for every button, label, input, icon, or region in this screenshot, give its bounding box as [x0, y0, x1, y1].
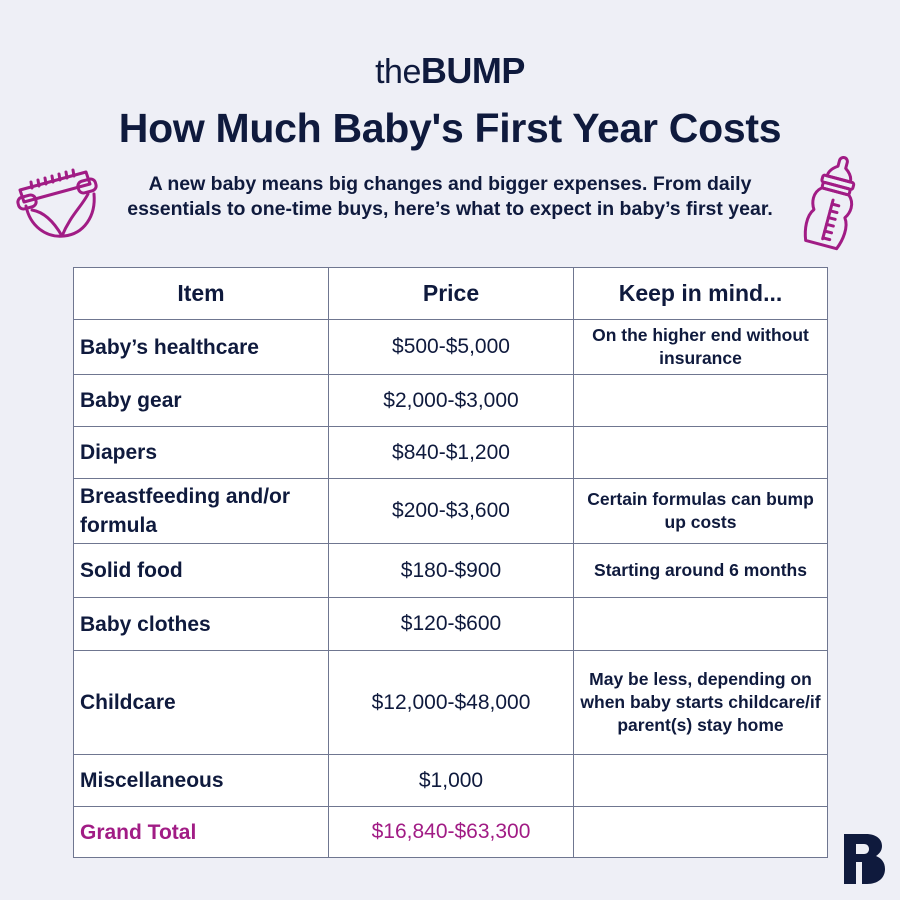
row-item: Baby’s healthcare — [73, 319, 329, 375]
table-row: Baby gear $2,000-$3,000 — [73, 374, 828, 427]
row-item: Solid food — [73, 543, 329, 598]
logo-main: BUMP — [420, 50, 526, 91]
row-note — [573, 754, 828, 807]
row-item: Diapers — [73, 426, 329, 479]
grand-total-row: Grand Total $16,840-$63,300 — [73, 806, 828, 858]
row-note: May be less, depending on when baby star… — [573, 650, 828, 755]
thebump-logo: theBUMP — [0, 50, 900, 92]
total-label: Grand Total — [73, 806, 329, 858]
row-price: $2,000-$3,000 — [328, 374, 574, 427]
row-note: On the higher end without insurance — [573, 319, 828, 375]
row-item: Childcare — [73, 650, 329, 755]
table-row: Breastfeeding and/or formula $200-$3,600… — [73, 478, 828, 544]
row-price: $120-$600 — [328, 597, 574, 651]
page-title: How Much Baby's First Year Costs — [118, 105, 782, 151]
row-price: $840-$1,200 — [328, 426, 574, 479]
table-row: Diapers $840-$1,200 — [73, 426, 828, 479]
row-note: Certain formulas can bump up costs — [573, 478, 828, 544]
table-row: Baby’s healthcare $500-$5,000 On the hig… — [73, 319, 828, 375]
table-row: Miscellaneous $1,000 — [73, 754, 828, 807]
row-item: Miscellaneous — [73, 754, 329, 807]
table-row: Solid food $180-$900 Starting around 6 m… — [73, 543, 828, 598]
row-note: Starting around 6 months — [573, 543, 828, 598]
row-note — [573, 597, 828, 651]
diaper-icon — [16, 168, 98, 238]
total-note — [573, 806, 828, 858]
row-item: Baby clothes — [73, 597, 329, 651]
table-row: Baby clothes $120-$600 — [73, 597, 828, 651]
row-price: $500-$5,000 — [328, 319, 574, 375]
baby-bottle-icon — [803, 156, 856, 251]
header-item: Item — [73, 267, 329, 320]
bump-b-logo-icon — [844, 834, 885, 884]
logo-prefix: the — [375, 53, 421, 91]
row-price: $12,000-$48,000 — [328, 650, 574, 755]
row-note — [573, 426, 828, 479]
cost-table: Item Price Keep in mind... Baby’s health… — [73, 267, 828, 858]
table-row: Childcare $12,000-$48,000 May be less, d… — [73, 650, 828, 755]
row-price: $180-$900 — [328, 543, 574, 598]
header-price: Price — [328, 267, 574, 320]
row-item: Breastfeeding and/or formula — [73, 478, 329, 544]
row-price: $1,000 — [328, 754, 574, 807]
page-subtitle: A new baby means big changes and bigger … — [127, 173, 773, 220]
row-price: $200-$3,600 — [328, 478, 574, 544]
header-keep-in-mind: Keep in mind... — [573, 267, 828, 320]
total-price: $16,840-$63,300 — [328, 806, 574, 858]
row-note — [573, 374, 828, 427]
row-item: Baby gear — [73, 374, 329, 427]
table-header-row: Item Price Keep in mind... — [73, 267, 828, 320]
